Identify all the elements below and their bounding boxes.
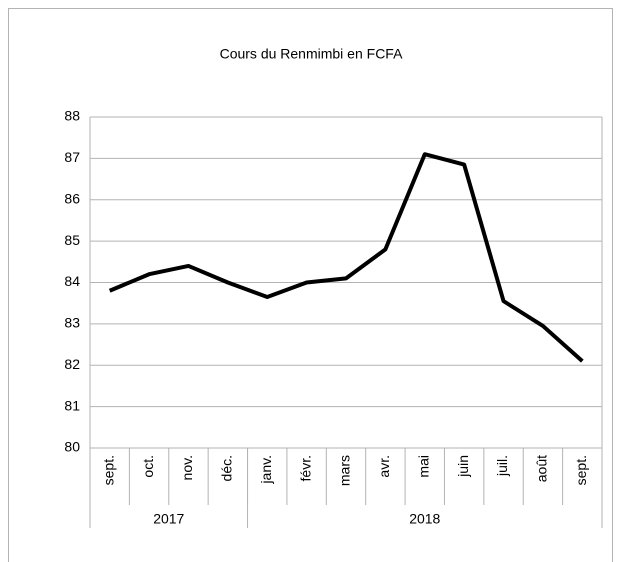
y-tick-label: 85 [64,232,80,248]
chart-title: Cours du Renmimbi en FCFA [220,46,404,62]
x-tick-label: nov. [179,455,195,480]
y-tick-label: 81 [64,397,80,413]
y-tick-label: 87 [64,149,80,165]
x-tick-label: juil. [494,455,510,477]
x-tick-label: janv. [258,455,274,485]
x-tick-label: déc. [219,455,235,481]
x-tick-label: sept. [100,455,116,485]
line-series [108,152,584,363]
x-tick-label: mars [337,455,353,486]
x-tick-label: sept. [573,455,589,485]
y-tick-label: 80 [64,439,80,455]
group-label: 2018 [409,511,440,527]
y-tick-label: 83 [64,315,80,331]
x-tick-label: avr. [376,455,392,478]
chart-border [8,8,613,562]
x-tick-label: févr. [297,455,313,481]
group-label: 2017 [153,511,184,527]
x-tick-label: mai [415,455,431,478]
y-tick-label: 88 [64,108,80,124]
x-tick-label: août [534,455,550,482]
x-tick-label: oct. [140,455,156,478]
y-tick-label: 86 [64,190,80,206]
y-tick-label: 82 [64,356,80,372]
x-tick-label: juin [455,455,471,478]
y-tick-label: 84 [64,273,80,289]
